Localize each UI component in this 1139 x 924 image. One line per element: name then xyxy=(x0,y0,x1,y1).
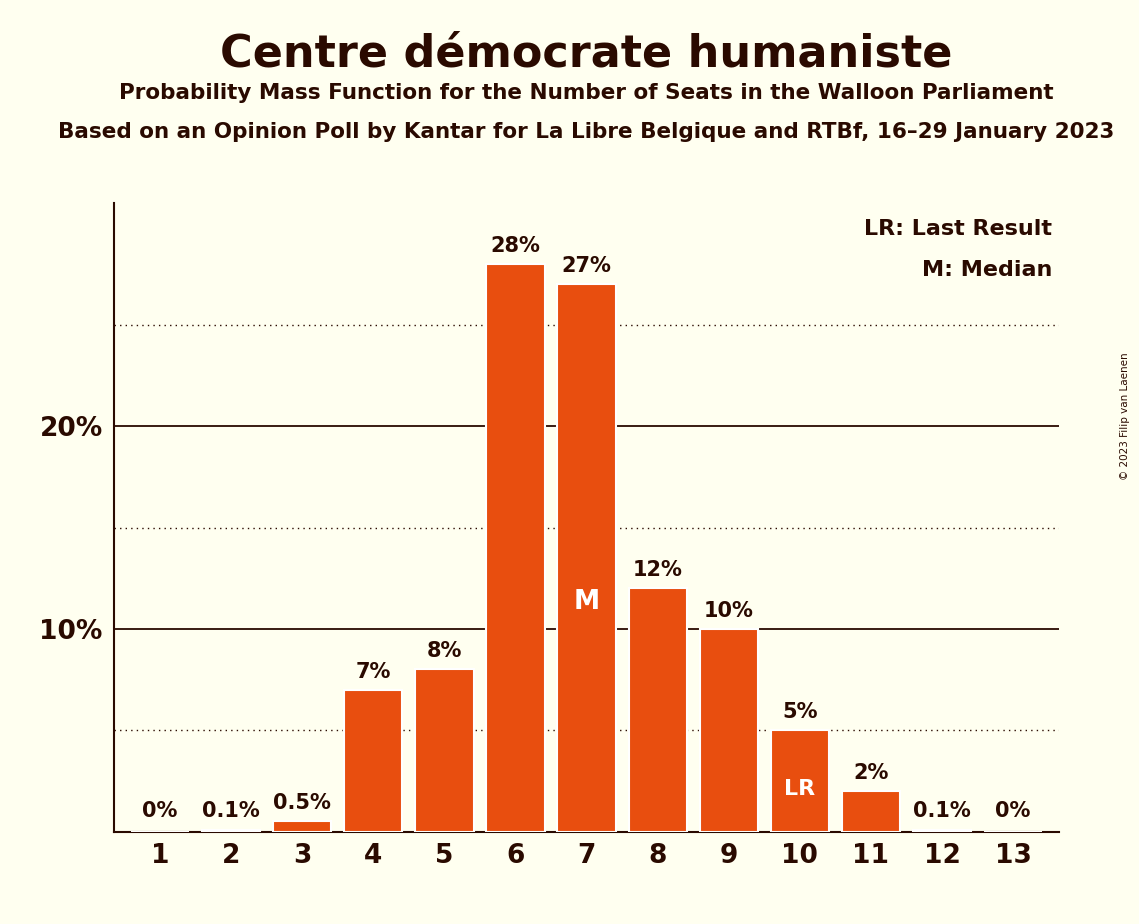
Bar xyxy=(699,629,757,832)
Bar xyxy=(344,689,402,832)
Text: M: M xyxy=(574,589,599,614)
Text: 2%: 2% xyxy=(853,763,888,783)
Bar xyxy=(842,791,900,832)
Text: 7%: 7% xyxy=(355,662,391,682)
Bar xyxy=(912,830,972,832)
Bar xyxy=(273,821,331,832)
Text: LR: Last Result: LR: Last Result xyxy=(865,220,1052,239)
Bar xyxy=(557,285,616,832)
Text: 28%: 28% xyxy=(491,236,540,256)
Bar xyxy=(771,730,829,832)
Text: © 2023 Filip van Laenen: © 2023 Filip van Laenen xyxy=(1120,352,1130,480)
Text: 0.1%: 0.1% xyxy=(203,801,260,821)
Text: 0.1%: 0.1% xyxy=(913,801,970,821)
Text: Centre démocrate humaniste: Centre démocrate humaniste xyxy=(221,32,952,76)
Text: 27%: 27% xyxy=(562,256,612,276)
Text: LR: LR xyxy=(785,779,816,799)
Text: 12%: 12% xyxy=(633,560,682,580)
Text: Based on an Opinion Poll by Kantar for La Libre Belgique and RTBf, 16–29 January: Based on an Opinion Poll by Kantar for L… xyxy=(58,122,1115,142)
Text: 5%: 5% xyxy=(782,702,818,723)
Bar xyxy=(202,830,261,832)
Text: 8%: 8% xyxy=(427,641,462,662)
Bar xyxy=(416,670,474,832)
Text: 0%: 0% xyxy=(142,801,178,821)
Text: M: Median: M: Median xyxy=(921,260,1052,280)
Text: 10%: 10% xyxy=(704,601,754,621)
Text: 0.5%: 0.5% xyxy=(273,794,331,813)
Bar xyxy=(486,264,544,832)
Text: 0%: 0% xyxy=(995,801,1031,821)
Bar xyxy=(629,589,687,832)
Text: Probability Mass Function for the Number of Seats in the Walloon Parliament: Probability Mass Function for the Number… xyxy=(120,83,1054,103)
